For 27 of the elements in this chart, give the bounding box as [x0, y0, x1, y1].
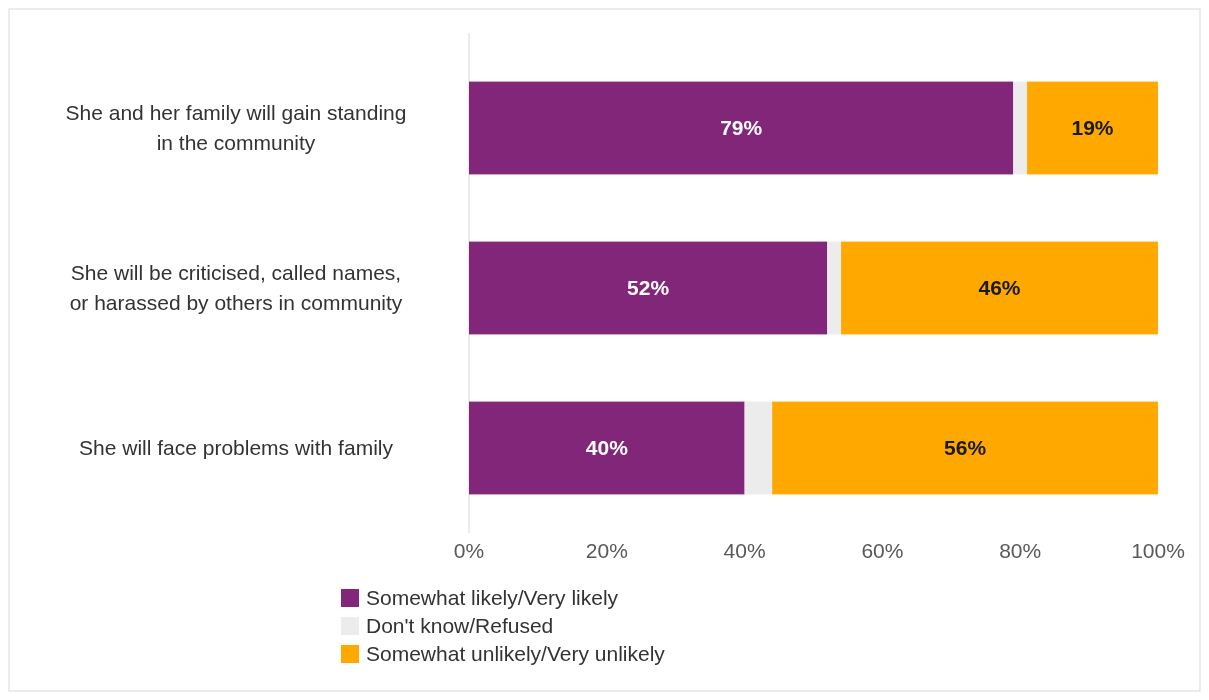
y-tick-label: She will face problems with family [79, 436, 394, 460]
data-label: 46% [978, 276, 1021, 300]
bar [469, 241, 828, 335]
x-tick-label: 60% [861, 539, 904, 562]
y-tick-label: She and her family will gain standing in the community [65, 101, 407, 155]
legend-label: Somewhat unlikely/Very unlikely [366, 642, 666, 666]
data-label: 40% [585, 436, 629, 460]
bar [469, 401, 745, 495]
bar [1013, 81, 1028, 175]
x-tick-label: 40% [723, 539, 766, 562]
data-label: 52% [627, 276, 670, 300]
data-label: 19% [1071, 116, 1114, 140]
x-tick-label: 20% [585, 539, 628, 562]
y-tick-label: She will be criticised, called names, or harassed by others in community [69, 261, 403, 315]
bar [469, 81, 1014, 175]
x-tick-label: 100% [1131, 539, 1185, 562]
bar [827, 241, 842, 335]
bar [772, 401, 1158, 495]
bar [841, 241, 1158, 335]
data-label: 79% [720, 116, 763, 140]
data-label: 56% [944, 436, 987, 460]
legend-label: Don't know/Refused [366, 614, 554, 638]
legend-label: Somewhat likely/Very likely [366, 586, 619, 610]
x-tick-label: 0% [453, 539, 485, 562]
bar [1027, 81, 1158, 175]
bar [744, 401, 773, 495]
x-tick-label: 80% [999, 539, 1042, 562]
